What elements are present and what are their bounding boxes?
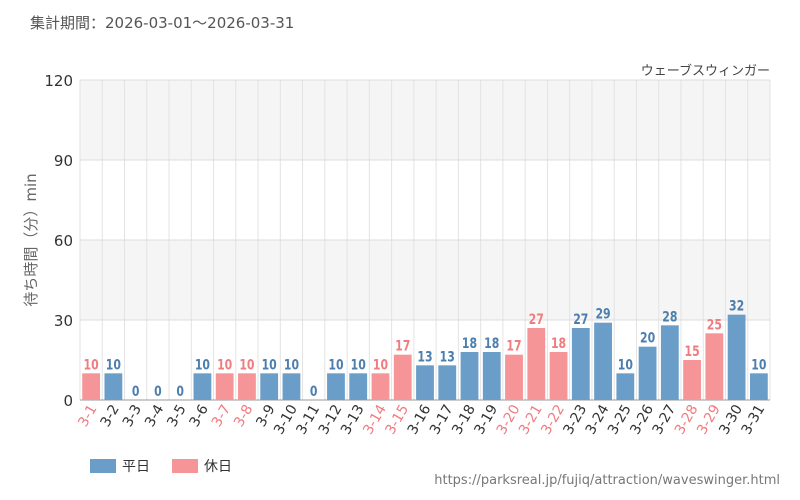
x-tick-label-3-6: 3-6 bbox=[187, 402, 212, 430]
bar-3-18 bbox=[460, 352, 479, 400]
bar-3-27 bbox=[660, 325, 679, 400]
bar-3-14 bbox=[371, 373, 390, 400]
bars bbox=[82, 314, 768, 400]
chart-title: ウェーブスウィンガー bbox=[641, 63, 770, 79]
bar-3-22 bbox=[549, 352, 568, 400]
bar-3-12 bbox=[327, 373, 345, 400]
source-url: https://parksreal.jp/fujiq/attraction/wa… bbox=[434, 473, 780, 488]
value-label-3-14: 10 bbox=[373, 356, 388, 373]
value-label-3-1: 10 bbox=[84, 356, 99, 373]
bar-3-31 bbox=[749, 373, 768, 400]
bar-3-25 bbox=[616, 373, 635, 400]
value-label-3-24: 29 bbox=[595, 305, 610, 322]
bar-3-13 bbox=[349, 373, 368, 400]
y-tick-label: 0 bbox=[63, 392, 73, 410]
y-tick-label: 90 bbox=[54, 152, 73, 170]
bar-3-28 bbox=[683, 360, 701, 400]
bar-3-8 bbox=[238, 373, 256, 400]
value-label-3-22: 18 bbox=[551, 335, 566, 352]
x-tick-label-3-5: 3-5 bbox=[164, 402, 189, 430]
value-label-3-25: 10 bbox=[618, 356, 633, 373]
value-label-3-30: 32 bbox=[729, 297, 744, 314]
y-tick-labels: 0 30 60 90 120 bbox=[44, 72, 73, 410]
value-label-3-5: 0 bbox=[176, 383, 184, 400]
x-tick-label-3-1: 3-1 bbox=[75, 402, 100, 430]
value-label-3-31: 10 bbox=[751, 356, 766, 373]
legend-label-holiday: 休日 bbox=[204, 459, 232, 475]
value-label-3-7: 10 bbox=[217, 356, 232, 373]
x-tick-label-3-3: 3-3 bbox=[120, 402, 145, 430]
bar-3-30 bbox=[727, 314, 746, 400]
value-label-3-11: 0 bbox=[310, 383, 318, 400]
bar-3-1 bbox=[82, 373, 101, 400]
x-tick-label-3-8: 3-8 bbox=[231, 402, 256, 430]
bar-3-16 bbox=[416, 365, 434, 400]
value-label-3-19: 18 bbox=[484, 335, 499, 352]
vertical-gridlines bbox=[79, 80, 771, 400]
period-label: 集計期間：2026-03-01〜2026-03-31 bbox=[30, 14, 295, 32]
bar-3-15 bbox=[393, 354, 412, 400]
value-label-3-10: 10 bbox=[284, 356, 299, 373]
bar-3-26 bbox=[638, 346, 657, 400]
value-label-3-28: 15 bbox=[684, 343, 699, 360]
value-label-3-2: 10 bbox=[106, 356, 121, 373]
y-tick-label: 60 bbox=[54, 232, 73, 250]
bar-3-24 bbox=[594, 322, 612, 400]
legend-label-weekday: 平日 bbox=[122, 459, 150, 475]
value-label-3-3: 0 bbox=[132, 383, 140, 400]
plot-band bbox=[80, 160, 770, 240]
value-label-3-17: 13 bbox=[440, 348, 455, 365]
value-label-3-20: 17 bbox=[506, 337, 521, 354]
x-tick-labels: 3-13-23-33-43-53-63-73-83-93-103-113-123… bbox=[75, 402, 768, 438]
bar-3-17 bbox=[438, 365, 457, 400]
legend-item-weekday: 平日 bbox=[90, 456, 150, 476]
bar-3-20 bbox=[505, 354, 523, 400]
value-label-3-9: 10 bbox=[262, 356, 277, 373]
bar-3-21 bbox=[527, 328, 546, 400]
value-label-3-26: 20 bbox=[640, 329, 655, 346]
x-tick-label-3-4: 3-4 bbox=[142, 402, 167, 430]
bar-3-19 bbox=[482, 352, 501, 400]
value-label-3-4: 0 bbox=[154, 383, 162, 400]
value-label-3-18: 18 bbox=[462, 335, 477, 352]
value-label-3-21: 27 bbox=[529, 311, 544, 328]
bar-3-10 bbox=[282, 373, 301, 400]
bar-3-6 bbox=[193, 373, 212, 400]
plot-band bbox=[80, 80, 770, 160]
value-label-3-8: 10 bbox=[239, 356, 254, 373]
value-label-3-15: 17 bbox=[395, 337, 410, 354]
x-tick-label-3-2: 3-2 bbox=[98, 402, 123, 430]
legend: 平日 休日 bbox=[90, 456, 254, 476]
value-label-3-23: 27 bbox=[573, 311, 588, 328]
bar-3-23 bbox=[571, 328, 590, 400]
plot-band bbox=[80, 240, 770, 320]
x-tick-label-3-31: 3-31 bbox=[739, 402, 769, 438]
value-label-3-27: 28 bbox=[662, 308, 677, 325]
value-label-3-13: 10 bbox=[351, 356, 366, 373]
y-tick-label: 120 bbox=[44, 72, 73, 90]
bar-3-7 bbox=[215, 373, 234, 400]
legend-swatch-holiday bbox=[172, 459, 198, 473]
bar-3-9 bbox=[260, 373, 279, 400]
value-label-3-12: 10 bbox=[328, 356, 343, 373]
x-tick-label-3-7: 3-7 bbox=[209, 402, 234, 430]
legend-swatch-weekday bbox=[90, 459, 116, 473]
legend-item-holiday: 休日 bbox=[172, 456, 232, 476]
y-axis-label: 待ち時間（分）min bbox=[22, 173, 40, 306]
bar-3-29 bbox=[705, 333, 724, 400]
value-label-3-29: 25 bbox=[707, 316, 722, 333]
value-label-3-6: 10 bbox=[195, 356, 210, 373]
bar-3-2 bbox=[104, 373, 123, 400]
value-label-3-16: 13 bbox=[417, 348, 432, 365]
y-tick-label: 30 bbox=[54, 312, 73, 330]
